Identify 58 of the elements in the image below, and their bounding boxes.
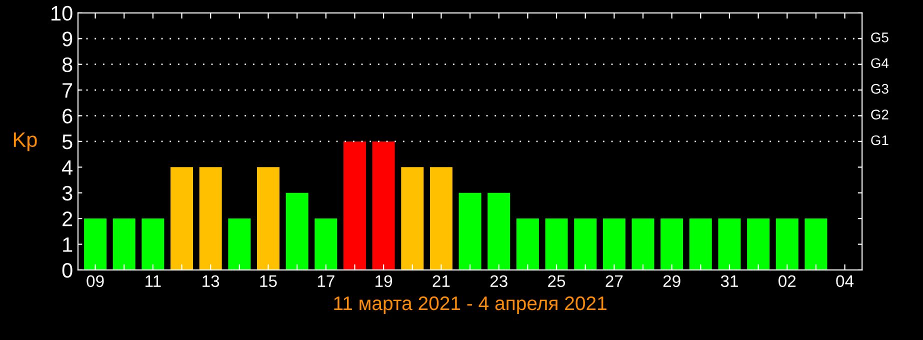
bar bbox=[112, 218, 136, 270]
x-tick-label: 19 bbox=[376, 275, 392, 288]
bar bbox=[228, 218, 251, 270]
ref-line-label: G5 bbox=[871, 32, 888, 42]
x-tick-label: 31 bbox=[720, 275, 738, 288]
bar bbox=[458, 192, 482, 270]
x-tick-label: 09 bbox=[86, 275, 104, 288]
y-tick-label: 8 bbox=[62, 57, 72, 72]
y-tick-label: 3 bbox=[62, 186, 72, 201]
x-tick-label: 11 bbox=[146, 275, 161, 287]
bar bbox=[718, 218, 741, 270]
x-tick-label: 17 bbox=[318, 275, 334, 287]
bar bbox=[372, 141, 395, 270]
y-tick-label: 1 bbox=[63, 237, 72, 252]
x-tick-label: 23 bbox=[490, 275, 508, 288]
bar bbox=[660, 218, 684, 270]
bar bbox=[430, 167, 452, 270]
bar bbox=[747, 218, 770, 270]
x-tick-label: 21 bbox=[432, 275, 450, 287]
bar bbox=[516, 218, 539, 270]
bar bbox=[84, 218, 107, 270]
bar bbox=[286, 192, 308, 270]
bar bbox=[142, 218, 164, 270]
y-tick-label: 6 bbox=[62, 108, 72, 124]
ref-line-label: G2 bbox=[871, 110, 888, 120]
bar bbox=[401, 167, 424, 270]
bar bbox=[632, 218, 654, 270]
ref-line-label: G1 bbox=[871, 135, 888, 146]
y-tick-label: 9 bbox=[62, 32, 72, 46]
x-tick-label: 25 bbox=[548, 275, 566, 288]
bar bbox=[170, 167, 194, 270]
bar bbox=[343, 141, 366, 270]
x-tick-label: 02 bbox=[778, 275, 796, 288]
bar bbox=[602, 218, 626, 270]
bar bbox=[574, 218, 597, 270]
bar bbox=[488, 192, 510, 270]
x-axis-title: 11 марта 2021 - 4 апреля 2021 bbox=[334, 296, 606, 314]
y-tick-label: 4 bbox=[62, 160, 73, 175]
ref-line-label: G3 bbox=[871, 84, 888, 94]
y-axis-title: Kp bbox=[14, 132, 37, 152]
x-tick-label: 04 bbox=[836, 275, 854, 288]
bar bbox=[804, 218, 828, 270]
y-tick-label: 10 bbox=[52, 6, 72, 21]
bar bbox=[776, 218, 798, 270]
y-tick-label: 2 bbox=[62, 212, 72, 226]
bar bbox=[545, 218, 568, 270]
ref-line-label: G4 bbox=[871, 58, 889, 68]
x-tick-label: 29 bbox=[663, 275, 680, 288]
bar bbox=[199, 167, 222, 270]
x-tick-label: 15 bbox=[260, 275, 277, 288]
bar bbox=[314, 218, 338, 270]
y-tick-label: 5 bbox=[62, 134, 72, 150]
y-tick-label: 0 bbox=[62, 262, 72, 278]
bar bbox=[689, 218, 712, 270]
bar bbox=[257, 167, 280, 270]
y-tick-label: 7 bbox=[62, 83, 72, 98]
x-tick-label: 13 bbox=[202, 275, 220, 288]
x-tick-label: 27 bbox=[606, 275, 623, 287]
